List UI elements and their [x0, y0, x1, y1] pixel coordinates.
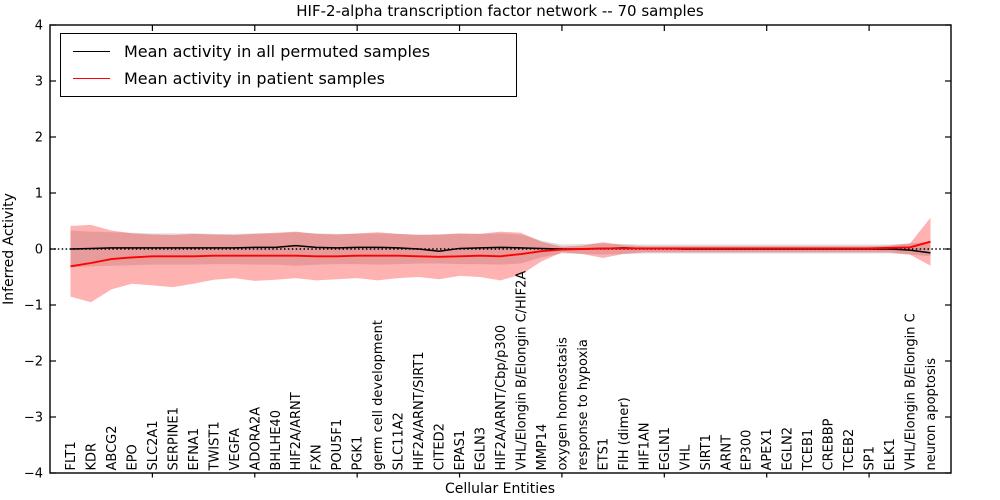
permuted-samples-std-band [70, 230, 931, 268]
x-tick-label: ARNT [719, 435, 734, 471]
x-tick-label: VHL [678, 444, 693, 471]
chart-title: HIF-2-alpha transcription factor network… [296, 2, 704, 20]
x-tick-label: FIH (dimer) [617, 397, 632, 470]
x-tick-label: germ cell development [371, 320, 386, 470]
y-tick-label: 3 [35, 75, 43, 90]
x-tick-label: POU5F1 [330, 419, 345, 471]
legend-label-permuted: Mean activity in all permuted samples [124, 42, 431, 61]
x-tick-label: CREBBP [822, 418, 837, 470]
x-tick-label: TCEB1 [801, 429, 816, 472]
x-tick-label: ETS1 [596, 438, 611, 471]
x-tick-label: PGK1 [351, 436, 366, 471]
x-tick-label: EGLN2 [781, 427, 796, 471]
permuted-line-sample [73, 51, 110, 52]
x-tick-label: EPO [125, 444, 140, 470]
legend: Mean activity in all permuted samples Me… [60, 33, 517, 97]
y-tick-label: 1 [35, 187, 43, 202]
x-tick-label: EPAS1 [453, 430, 468, 471]
x-tick-label: response to hypoxia [576, 339, 591, 470]
y-tick-label: −1 [24, 299, 43, 314]
x-tick-label: HIF2A/ARNT/SIRT1 [412, 352, 427, 471]
x-tick-label: EP300 [740, 430, 755, 471]
x-tick-label: HIF2A/ARNT [289, 392, 304, 470]
y-tick-label: 4 [35, 19, 43, 34]
x-tick-label: EGLN1 [658, 427, 673, 471]
legend-label-patient: Mean activity in patient samples [124, 69, 385, 88]
y-tick-label: 2 [35, 131, 43, 146]
x-tick-label: FXN [310, 444, 325, 470]
x-tick-label: VEGFA [228, 428, 243, 470]
x-tick-label: KDR [84, 443, 99, 471]
x-tick-label: oxygen homeostasis [555, 337, 570, 471]
x-tick-label: BHLHE40 [269, 410, 284, 470]
x-tick-label: SLC2A1 [146, 420, 161, 470]
x-tick-label: ADORA2A [248, 407, 263, 471]
x-axis-label: Cellular Entities [444, 481, 556, 497]
legend-entry-patient: Mean activity in patient samples [73, 69, 516, 88]
x-tick-label: SLC11A2 [392, 412, 407, 470]
y-tick-label: −4 [24, 467, 43, 482]
x-tick-label: APEX1 [760, 428, 775, 470]
x-tick-label: SERPINE1 [166, 407, 181, 470]
y-tick-label: −3 [24, 411, 43, 426]
y-tick-label: 0 [35, 243, 43, 258]
y-tick-label: −2 [24, 355, 43, 370]
x-tick-label: SIRT1 [699, 434, 714, 470]
x-tick-label: ABCG2 [105, 425, 120, 470]
x-tick-label: CITED2 [433, 423, 448, 470]
x-tick-label: TWIST1 [207, 421, 222, 471]
x-tick-label: FLT1 [64, 441, 79, 470]
x-tick-label: VHL/Elongin B/Elongin C [904, 313, 919, 470]
x-tick-label: SP1 [863, 446, 878, 470]
x-tick-label: HIF2A/ARNT/Cbp/p300 [494, 325, 509, 471]
x-tick-label: EFNA1 [187, 428, 202, 471]
patient-mean-line [70, 240, 931, 268]
legend-entry-permuted: Mean activity in all permuted samples [73, 42, 516, 61]
x-tick-label: EGLN3 [474, 427, 489, 471]
x-tick-label: neuron apoptosis [924, 358, 939, 471]
patient-samples-std-band [70, 217, 931, 303]
x-tick-label: VHL/Elongin B/Elongin C/HIF2A [514, 271, 529, 471]
y-axis-label: Inferred Activity [1, 193, 17, 305]
patient-line-sample [73, 78, 110, 79]
x-tick-label: HIF1AN [637, 423, 652, 471]
x-tick-label: ELK1 [883, 438, 898, 470]
x-tick-label: MMP14 [535, 424, 550, 471]
x-tick-label: TCEB2 [842, 429, 857, 472]
